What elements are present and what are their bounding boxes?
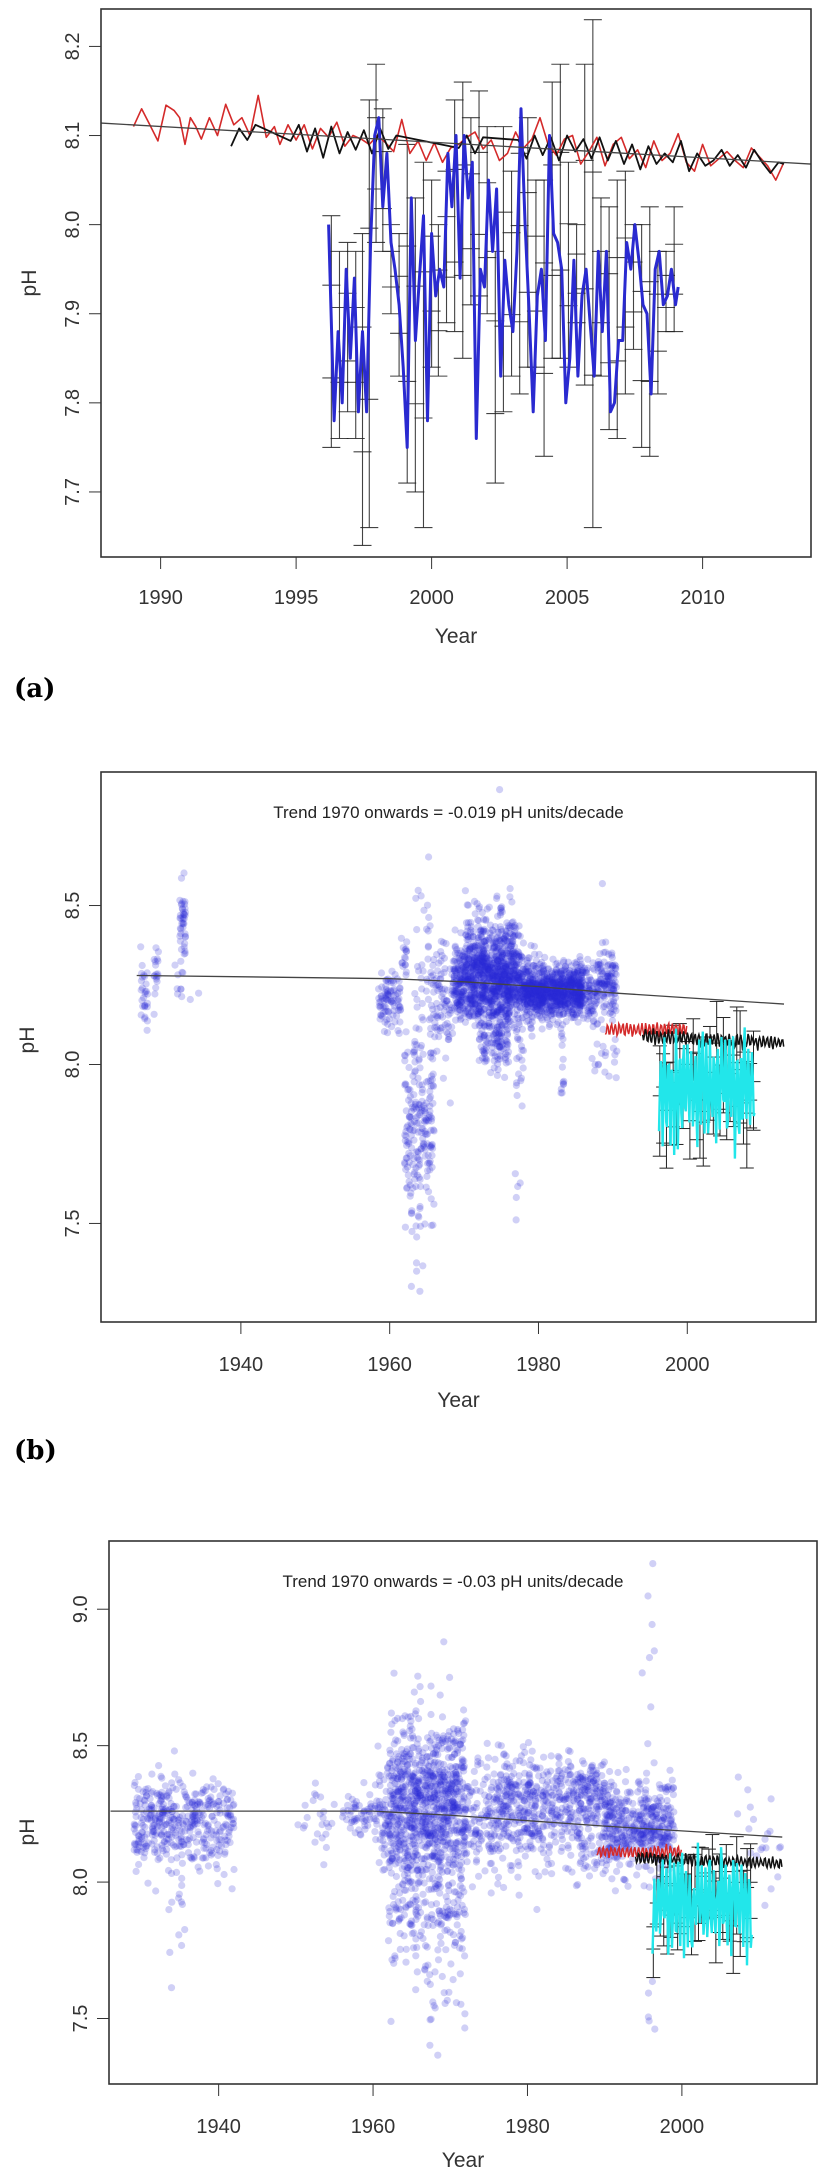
- x-axis-title: Year: [435, 625, 477, 648]
- panel-a: 1990 1995 2000 2005 2010 7.7 7.8 7.9 8.0 8.1 8.2 Ye…: [0, 0, 823, 720]
- x-tick-label: 1940: [219, 1354, 264, 1376]
- x-axis-title: Year: [437, 1389, 479, 1412]
- y-tick-label: 9.0: [70, 1595, 92, 1623]
- y-axis-title: pH: [18, 270, 41, 297]
- black-series-line: [634, 1851, 783, 1871]
- plot-area: [136, 786, 785, 1295]
- y-tick-label: 8.0: [62, 211, 84, 239]
- x-tick-label: 2005: [545, 587, 590, 609]
- x-tick-label: 2000: [665, 1354, 710, 1376]
- plot-frame: [100, 771, 817, 1323]
- cyan-series-line: [657, 1027, 756, 1159]
- chart-b-plot: 1940 1960 1980 2000 7.5 8.0 8.5 Year pH Trend 197…: [16, 771, 817, 1412]
- y-tick-label: 7.7: [62, 478, 84, 506]
- plot-frame: [100, 8, 812, 558]
- red-series-line: [604, 1020, 688, 1039]
- panel-label-b: (b): [14, 1436, 57, 1466]
- cyan-series-line: [651, 1842, 753, 1966]
- blue-series-line: [327, 107, 680, 449]
- x-tick-label: 1960: [367, 1354, 412, 1376]
- y-tick-label: 8.2: [62, 33, 84, 61]
- y-tick-label: 8.5: [62, 892, 84, 920]
- trend-annotation: Trend 1970 onwards = -0.03 pH units/deca…: [282, 1572, 623, 1591]
- y-tick-label: 7.5: [70, 2005, 92, 2033]
- x-tick-label: 1940: [196, 2116, 241, 2138]
- x-axis-title: Year: [442, 2149, 484, 2172]
- trend-line: [110, 1810, 783, 1838]
- y-axis-title: pH: [16, 1819, 39, 1846]
- y-tick-label: 7.9: [62, 300, 84, 328]
- scatter-points: [137, 786, 621, 1295]
- x-tick-label: 1960: [351, 2116, 396, 2138]
- x-tick-label: 1980: [516, 1354, 561, 1376]
- x-tick-label: 1995: [274, 587, 319, 609]
- chart-a-plot: 1990 1995 2000 2005 2010 7.7 7.8 7.9 8.0 8.1 8.2 Ye…: [18, 8, 812, 648]
- y-tick-label: 8.0: [70, 1868, 92, 1896]
- y-tick-label: 8.1: [62, 122, 84, 150]
- red-series-line: [132, 94, 785, 181]
- plot-area: [101, 19, 811, 546]
- red-series-line: [596, 1843, 683, 1860]
- y-axis-title: pH: [16, 1027, 39, 1054]
- y-tick-label: 7.8: [62, 389, 84, 417]
- trend-line: [136, 974, 785, 1005]
- x-tick-label: 2000: [409, 587, 454, 609]
- trend-line: [101, 122, 811, 165]
- panel-label-a: (a): [14, 674, 56, 704]
- x-tick-label: 1980: [505, 2116, 550, 2138]
- x-tick-label: 2000: [660, 2116, 705, 2138]
- plot-area: [110, 1560, 785, 2059]
- x-tick-label: 1990: [138, 587, 183, 609]
- plot-frame: [108, 1540, 818, 2085]
- y-tick-label: 8.0: [62, 1051, 84, 1079]
- y-tick-label: 8.5: [70, 1732, 92, 1760]
- x-tick-label: 2010: [680, 587, 725, 609]
- scatter-points: [130, 1560, 785, 2059]
- panel-b: 1940 1960 1980 2000 7.5 8.0 8.5 Year pH Trend 197…: [14, 771, 817, 1466]
- black-series-line: [641, 1028, 785, 1051]
- trend-annotation: Trend 1970 onwards = -0.019 pH units/dec…: [273, 803, 623, 822]
- y-tick-label: 7.5: [62, 1210, 84, 1238]
- black-series-line: [230, 123, 785, 174]
